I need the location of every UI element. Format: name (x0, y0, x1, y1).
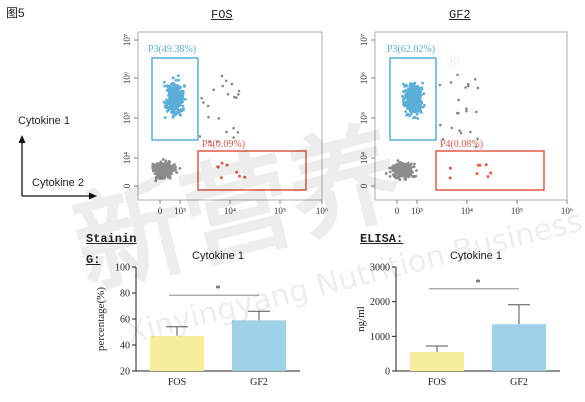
flow-plot-gf2: P3(62.02%) P4(0.08%) 0 10³ 10⁴ 10⁵ 10⁶ 10⁷ 10⁶… (359, 31, 573, 216)
x-tick-label: 10⁶ (561, 206, 573, 216)
bar-gf2 (491, 324, 547, 371)
y-tick-label: 40 (120, 341, 130, 352)
x-tick-label: 10⁵ (274, 206, 286, 216)
y-tick-label: 10⁵ (359, 112, 369, 124)
bar-fos (409, 351, 465, 371)
x-tick-label: FOS (428, 377, 446, 388)
x-tick-label: 10⁶ (316, 206, 328, 216)
gate-p3 (151, 57, 199, 141)
gate-p3-label: P3(62.02%) (387, 44, 435, 55)
y-tick-label: 10⁶ (122, 72, 132, 84)
gate-p4 (197, 150, 307, 191)
x-tick-label: 10³ (174, 206, 186, 216)
y-tick-label: 80 (120, 289, 130, 300)
staining-label-line1: Stainin (86, 232, 137, 246)
flow-panel-title-gf2: GF2 (449, 8, 471, 22)
x-tick-label: FOS (168, 377, 186, 388)
y-tick-label: 0 (385, 367, 390, 378)
bar-gf2 (231, 320, 287, 371)
significance-star: * (476, 278, 481, 289)
chart-title: Cytokine 1 (192, 250, 244, 262)
y-tick-label: 2000 (370, 297, 390, 308)
horizontal-axis-label: Cytokine 2 (32, 177, 84, 189)
vertical-axis-label: Cytokine 1 (18, 115, 70, 127)
gate-p4 (435, 150, 545, 191)
gate-p3-label: P3(49.38%) (148, 44, 196, 55)
significance-star: * (216, 284, 221, 295)
y-tick-label: 60 (120, 315, 130, 326)
y-tick-label: 10⁴ (359, 152, 369, 164)
x-tick-label: 10⁵ (511, 206, 523, 216)
y-tick-label: 10⁵ (122, 112, 132, 124)
flow-plot-fos: P3(49.38%) P4(0.09%) 0 10³ 10⁴ 10⁵ 10⁶ 10⁷ 10⁶… (122, 31, 328, 216)
bar-fos (149, 335, 205, 371)
y-axis-label: percentage(%) (95, 287, 107, 351)
x-tick-label: 10⁴ (224, 206, 236, 216)
x-tick-label: 0 (158, 206, 163, 216)
staining-label-line2: G: (86, 253, 101, 267)
flow-panel-title-fos: FOS (211, 8, 233, 22)
y-tick-label: 100 (115, 263, 130, 274)
x-tick-label: 10³ (411, 206, 423, 216)
figure-label: 图5 (6, 6, 25, 20)
y-tick-label: 10⁷ (359, 34, 369, 46)
x-tick-label: GF2 (510, 377, 528, 388)
gate-p4-label: P4(0.08%) (440, 139, 483, 150)
y-tick-label: 1000 (370, 332, 390, 343)
y-tick-label: 10⁷ (122, 34, 132, 46)
flow-plot-frame (374, 31, 568, 201)
y-tick-label: 0 (122, 183, 132, 188)
y-tick-label: 10⁴ (122, 152, 132, 164)
x-tick-label: 0 (395, 206, 400, 216)
y-tick-label: 0 (359, 183, 369, 188)
y-tick-label: 10⁶ (359, 72, 369, 84)
chart-title: Cytokine 1 (450, 250, 502, 262)
elisa-label: ELISA: (360, 232, 404, 246)
gate-p3 (389, 57, 437, 141)
axis-arrows (18, 135, 97, 200)
y-axis-label: ng/ml (355, 306, 367, 332)
y-tick-label: 20 (120, 367, 130, 378)
gate-p4-label: P4(0.09%) (202, 139, 245, 150)
x-tick-label: GF2 (250, 377, 268, 388)
y-tick-label: 3000 (370, 263, 390, 274)
x-tick-label: 10⁴ (461, 206, 473, 216)
